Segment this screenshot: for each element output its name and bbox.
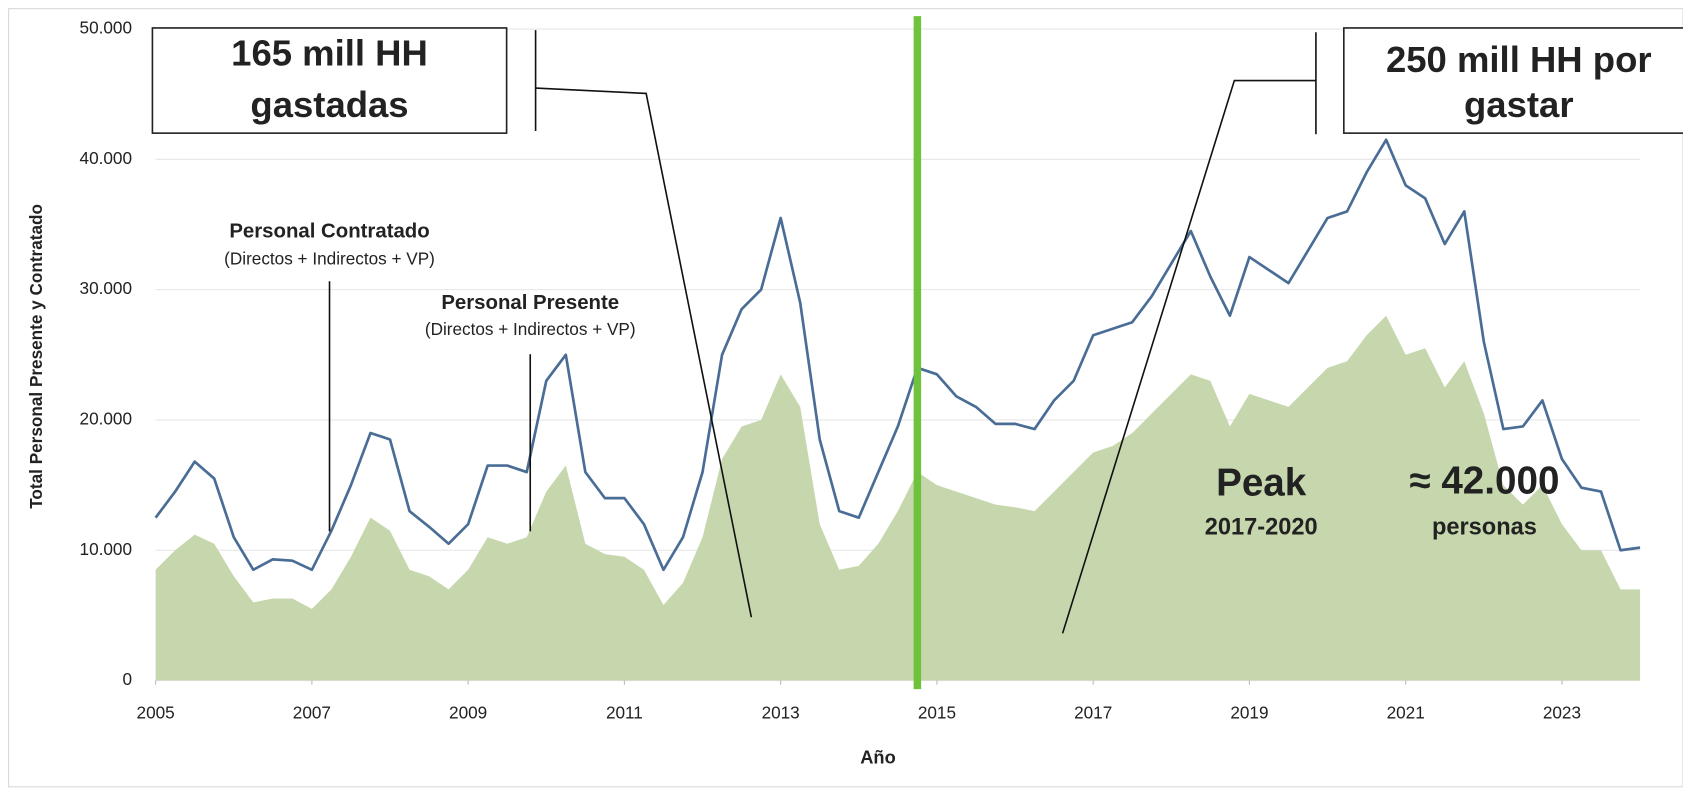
- frame: [8, 8, 1683, 788]
- x-tick-label: 2023: [1543, 702, 1581, 722]
- x-tick-label: 2013: [762, 702, 800, 722]
- x-tick-label: 2019: [1230, 702, 1268, 722]
- x-tick-label: 2021: [1387, 702, 1425, 722]
- annotation: 2017-2020: [1205, 514, 1318, 540]
- line: [154, 138, 1641, 572]
- x-tick-label: 2015: [918, 702, 956, 722]
- callout-text: gastar: [1464, 84, 1574, 125]
- callout-text: 250 mill HH por: [1386, 39, 1652, 80]
- callout-box: [151, 27, 508, 134]
- series-sublabel: (Directos + Indirectos + VP): [224, 248, 435, 268]
- annotation: ≈ 42.000: [1409, 459, 1559, 502]
- callout-lines: [328, 30, 1317, 634]
- y-tick-label: 10.000: [80, 539, 132, 559]
- y-tick-label: 50.000: [80, 18, 132, 38]
- y-tick-label: 30.000: [80, 278, 132, 298]
- series-sublabel: (Directos + Indirectos + VP): [425, 319, 636, 339]
- y-tick-label: 40.000: [80, 148, 132, 168]
- callout-box: [1343, 27, 1683, 134]
- series-label: Personal Presente: [441, 292, 619, 314]
- x-tick-label: 2005: [137, 702, 175, 722]
- y-axis-label: Total Personal Presente y Contratado: [26, 204, 46, 509]
- callout-text: gastadas: [250, 84, 408, 125]
- annotation: Peak: [1216, 461, 1307, 504]
- area: [155, 315, 1641, 681]
- annotation: personas: [1432, 514, 1537, 540]
- series-label: Personal Contratado: [229, 220, 429, 242]
- y-tick-label: 0: [122, 669, 132, 689]
- x-tick-label: 2017: [1074, 702, 1112, 722]
- y-tick-label: 20.000: [80, 408, 132, 428]
- x-tick-label: 2009: [449, 702, 487, 722]
- x-axis-label: Año: [860, 747, 895, 768]
- x-tick-label: 2007: [293, 702, 331, 722]
- callout-text: 165 mill HH: [231, 33, 428, 74]
- x-tick-label: 2011: [606, 702, 643, 722]
